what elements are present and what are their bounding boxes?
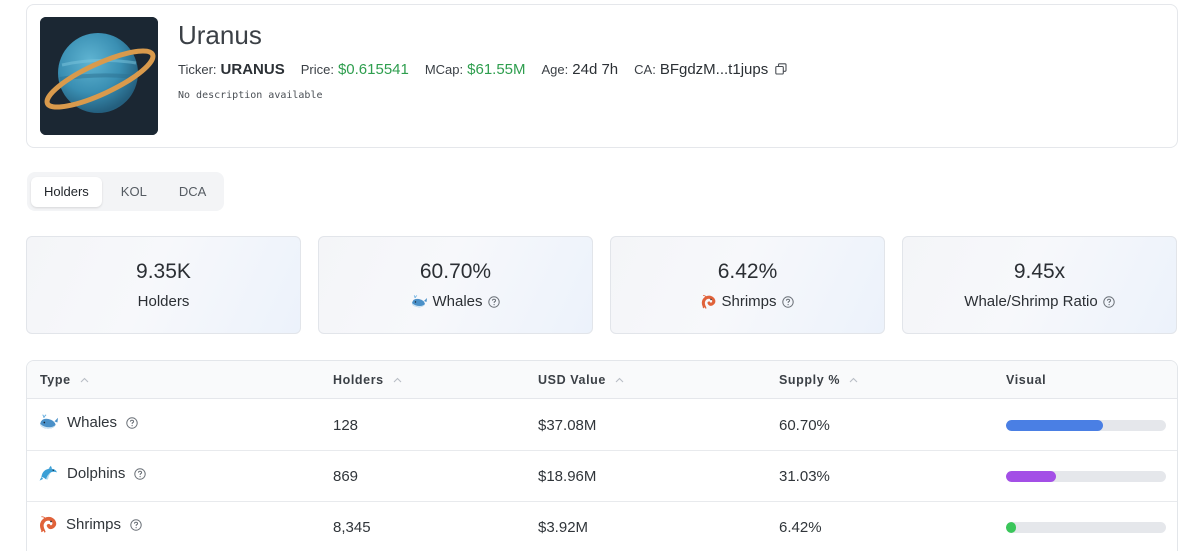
- help-icon[interactable]: [487, 295, 500, 308]
- column-header-label: Visual: [1006, 373, 1047, 387]
- token-name: Uranus: [178, 20, 262, 50]
- holders-table: Type Holders USD Value Supply % Visual: [26, 360, 1178, 551]
- copy-icon[interactable]: [775, 62, 787, 80]
- column-header-supply[interactable]: Supply %: [779, 373, 858, 387]
- mcap-label: MCap:: [424, 62, 464, 77]
- type-cell: Shrimps: [39, 516, 142, 533]
- stat-value: 9.35K: [136, 260, 191, 283]
- stat-label-text: Shrimps: [721, 293, 777, 310]
- planet-uranus-icon: [40, 17, 158, 135]
- holders-cell: 869: [333, 468, 359, 485]
- shrimp-icon: [701, 294, 716, 309]
- supply-cell: 31.03%: [779, 468, 830, 485]
- column-header-label: USD Value: [538, 373, 606, 387]
- mcap-item: MCap: $61.55M: [425, 61, 526, 78]
- holders-cell: 8,345: [333, 519, 371, 536]
- supply-cell: 60.70%: [779, 417, 830, 434]
- stat-label-text: Whales: [432, 293, 483, 310]
- supply-bar: [1006, 522, 1166, 533]
- type-cell: Dolphins: [39, 465, 147, 482]
- help-icon[interactable]: [126, 416, 138, 429]
- age-value: 24d 7h: [572, 61, 619, 78]
- stat-value: 6.42%: [717, 260, 778, 283]
- sort-icon[interactable]: [393, 377, 402, 383]
- type-cell: Whales: [39, 414, 138, 431]
- price-value: $0.615541: [337, 61, 409, 78]
- age-label: Age:: [541, 62, 569, 77]
- ca-value: BFgdzM...t1jups: [659, 61, 769, 78]
- ca-label: CA:: [634, 62, 656, 77]
- token-meta-row: Ticker: URANUS Price: $0.615541 MCap: $6…: [178, 61, 803, 79]
- sort-icon[interactable]: [615, 377, 624, 383]
- help-icon[interactable]: [130, 518, 142, 531]
- usd-value-cell: $37.08M: [538, 417, 597, 434]
- supply-bar-fill: [1006, 522, 1017, 533]
- stat-label: Shrimps: [701, 293, 794, 310]
- help-icon[interactable]: [1102, 295, 1115, 308]
- stat-label-text: Whale/Shrimp Ratio: [964, 293, 1098, 310]
- usd-value-cell: $3.92M: [538, 519, 589, 536]
- ticker-label: Ticker:: [178, 62, 217, 77]
- column-header-usd-value[interactable]: USD Value: [538, 373, 624, 387]
- table-row: Dolphins 869 $18.96M 31.03%: [27, 451, 1177, 502]
- age-item: Age: 24d 7h: [542, 61, 619, 78]
- stat-card-shrimps: 6.42% Shrimps: [610, 236, 885, 334]
- holders-cell: 128: [333, 417, 359, 434]
- help-icon[interactable]: [134, 467, 147, 480]
- stat-card-holders: 9.35K Holders: [26, 236, 301, 334]
- stat-label: Holders: [138, 293, 190, 310]
- ca-item: CA: BFgdzM...t1jups: [634, 61, 787, 79]
- mcap-value: $61.55M: [467, 61, 526, 78]
- stat-card-whales: 60.70% Whales: [318, 236, 593, 334]
- tab-holders[interactable]: Holders: [31, 176, 102, 207]
- column-header-label: Supply %: [779, 373, 841, 387]
- column-header-visual: Visual: [1006, 373, 1046, 387]
- tab-kol[interactable]: KOL: [120, 184, 147, 199]
- type-label: Dolphins: [67, 465, 126, 482]
- token-description: No description available: [178, 90, 323, 101]
- help-icon[interactable]: [781, 295, 794, 308]
- dolphin-icon: [39, 465, 58, 482]
- stat-card-ratio: 9.45x Whale/Shrimp Ratio: [902, 236, 1177, 334]
- supply-cell: 6.42%: [779, 519, 822, 536]
- supply-bar-fill: [1006, 471, 1056, 482]
- ticker-item: Ticker: URANUS: [178, 61, 285, 78]
- column-header-label: Holders: [333, 373, 384, 387]
- whale-icon: [411, 294, 428, 309]
- whale-icon: [39, 414, 58, 431]
- type-label: Whales: [67, 414, 118, 431]
- table-row: Whales 128 $37.08M 60.70%: [27, 400, 1177, 451]
- ticker-value: URANUS: [220, 61, 285, 78]
- stat-value: 60.70%: [419, 260, 492, 283]
- price-label: Price:: [300, 62, 334, 77]
- tab-dca[interactable]: DCA: [178, 184, 207, 199]
- stat-label: Whales: [411, 293, 500, 310]
- sort-icon[interactable]: [849, 377, 858, 383]
- stat-value: 9.45x: [1013, 260, 1066, 283]
- token-info-card: Uranus Ticker: URANUS Price: $0.615541 M…: [26, 4, 1178, 148]
- stat-label: Whale/Shrimp Ratio: [964, 293, 1115, 310]
- supply-bar: [1006, 420, 1166, 431]
- column-header-holders[interactable]: Holders: [333, 373, 402, 387]
- column-header-label: Type: [40, 373, 71, 387]
- stat-label-text: Holders: [137, 293, 190, 310]
- column-header-type[interactable]: Type: [40, 373, 89, 387]
- sort-icon[interactable]: [80, 377, 89, 383]
- tab-bar: Holders KOL DCA: [27, 172, 224, 211]
- price-item: Price: $0.615541: [301, 61, 409, 78]
- shrimp-icon: [39, 516, 57, 533]
- table-row: Shrimps 8,345 $3.92M 6.42%: [27, 502, 1177, 551]
- supply-bar-fill: [1006, 420, 1104, 431]
- usd-value-cell: $18.96M: [538, 468, 597, 485]
- table-header: Type Holders USD Value Supply % Visual: [27, 361, 1177, 399]
- type-label: Shrimps: [66, 516, 122, 533]
- supply-bar: [1006, 471, 1166, 482]
